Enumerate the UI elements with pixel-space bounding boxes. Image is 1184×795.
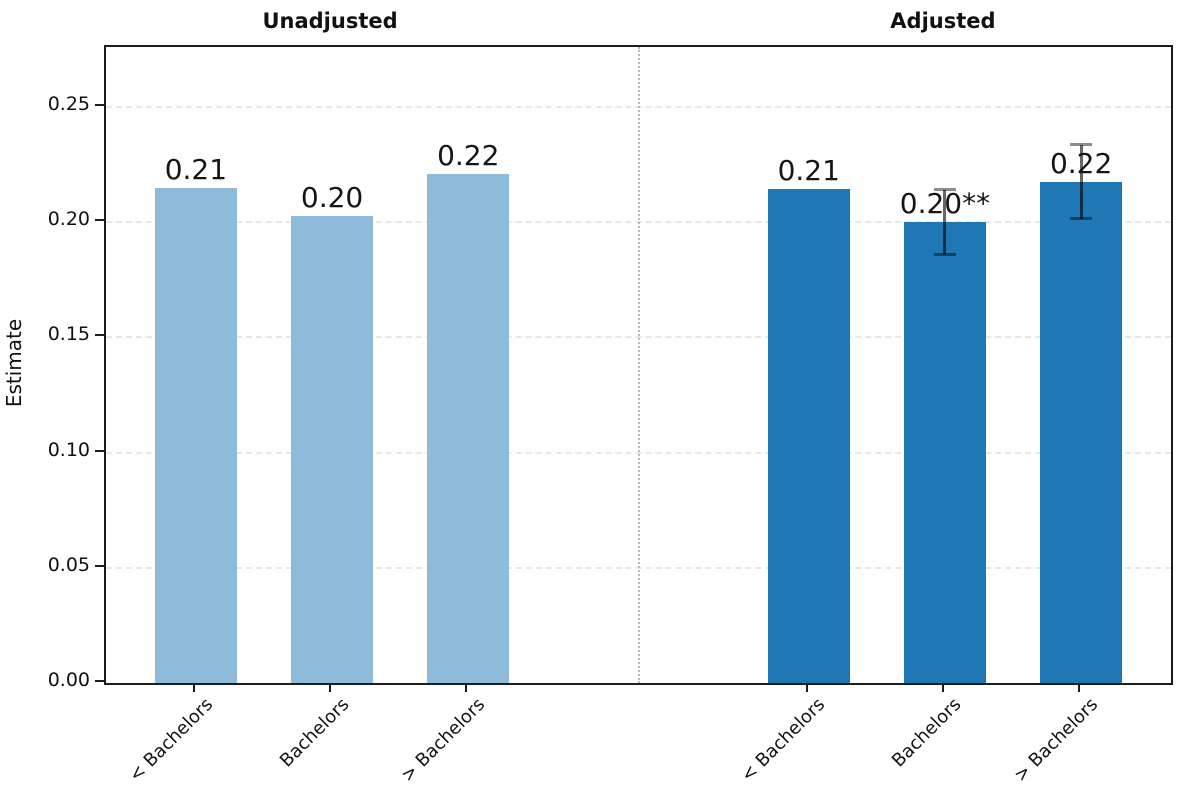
- y-tick-label: 0.25: [47, 92, 90, 115]
- bar-unadjusted-bachelors: [291, 216, 373, 683]
- error-bar-cap: [933, 252, 956, 256]
- x-tick-label: > Bachelors: [396, 694, 490, 787]
- x-tick: [1078, 683, 1081, 692]
- bar-layer: [106, 47, 1171, 683]
- error-bar-cap: [1070, 217, 1093, 221]
- error-bar: [943, 189, 947, 255]
- x-tick: [192, 683, 195, 692]
- bar-unadjusted-bachelors: [427, 173, 510, 683]
- x-tick: [805, 683, 808, 692]
- value-label: 0.22: [437, 138, 500, 172]
- panel-divider: [637, 47, 640, 683]
- y-tick-label: 0.15: [47, 323, 90, 346]
- x-tick-label: > Bachelors: [1009, 694, 1102, 787]
- x-tick: [941, 683, 944, 692]
- panel-title-unadjusted: Unadjusted: [262, 9, 398, 33]
- x-tick-label: Bachelors: [275, 694, 353, 772]
- value-label: 0.20**: [899, 186, 991, 220]
- x-tick: [329, 683, 332, 692]
- y-tick: [95, 680, 104, 682]
- y-tick: [95, 334, 104, 337]
- y-tick: [95, 103, 104, 106]
- y-tick: [95, 219, 104, 222]
- x-tick: [465, 683, 468, 692]
- value-label: 0.20: [300, 181, 364, 215]
- grid-layer: [106, 47, 1171, 683]
- value-label: 0.21: [164, 152, 228, 186]
- value-label: 0.22: [1049, 146, 1113, 180]
- plot-area: 0.21 0.20 0.22 0.21 0.20** 0.22: [104, 45, 1173, 685]
- y-tick-label: 0.10: [47, 438, 90, 461]
- y-tick: [95, 449, 104, 452]
- error-bar-cap: [1070, 143, 1093, 147]
- bar-unadjusted-bachelors: [155, 187, 237, 683]
- y-tick-label: 0.05: [47, 553, 90, 576]
- x-tick-label: < Bachelors: [124, 694, 217, 787]
- error-bar: [1079, 144, 1083, 219]
- bar-adjusted-bachelors: [904, 222, 986, 683]
- bar-adjusted-bachelors: [1040, 181, 1122, 683]
- panel-title-adjusted: Adjusted: [890, 9, 996, 33]
- y-tick-label: 0.20: [47, 208, 90, 231]
- x-tick-label: < Bachelors: [737, 694, 830, 787]
- y-tick-label: 0.00: [47, 669, 90, 691]
- annotation-layer: 0.21 0.20 0.22 0.21 0.20** 0.22: [106, 47, 1171, 683]
- y-tick: [95, 564, 104, 567]
- y-axis-label: Estimate: [2, 318, 26, 408]
- bar-adjusted-bachelors: [767, 188, 850, 683]
- x-tick-label: Bachelors: [888, 694, 966, 772]
- value-label: 0.21: [777, 153, 840, 187]
- error-bar-cap: [933, 188, 956, 192]
